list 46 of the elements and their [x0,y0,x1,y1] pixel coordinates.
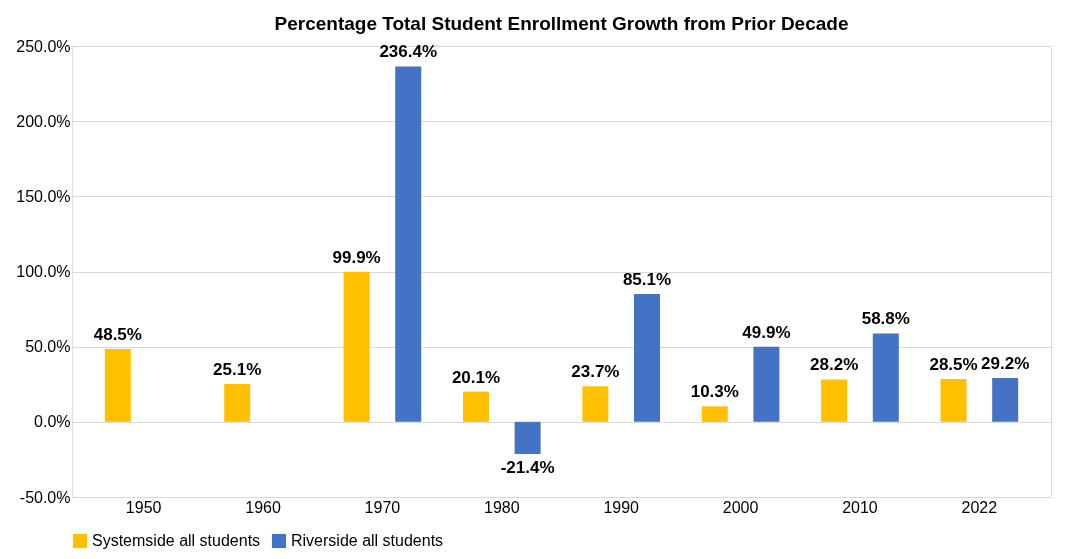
data-label: 20.1% [451,367,501,387]
data-label: 236.4% [379,42,438,62]
x-tick-label: 2000 [722,498,759,516]
data-label: 49.9% [742,322,791,342]
data-label: 29.2% [981,353,1030,373]
data-label: 48.5% [93,324,142,344]
legend-label: Riverside all students [291,532,444,549]
y-tick-label: 200.0% [16,112,71,130]
bar [462,391,489,422]
bar [634,293,661,422]
chart-title: Percentage Total Student Enrollment Growth from Prior Decade [274,13,849,34]
x-tick-label: 1990 [603,498,640,516]
x-tick-label: 1960 [245,498,281,516]
y-tick-label: 0.0% [34,413,71,431]
y-tick-label: -50.0% [19,488,71,506]
data-label: 23.7% [571,362,620,382]
bar [992,377,1019,422]
data-label: 10.3% [690,382,739,402]
data-label: 99.9% [332,247,381,267]
x-tick-label: 2010 [842,498,878,516]
x-tick-label: 2022 [961,498,998,516]
bar [514,421,541,454]
bar [395,66,422,422]
x-tick-label: 1970 [364,498,401,516]
bar [701,406,728,422]
bar [872,333,899,422]
data-label: 58.8% [861,309,910,329]
bar [753,346,780,422]
bar [821,379,848,422]
y-tick-label: 150.0% [16,187,71,205]
legend-label: Systemside all students [92,532,261,549]
x-tick-label: 1980 [484,498,520,516]
data-label: 85.1% [622,269,672,289]
bar [104,348,131,422]
data-label: 25.1% [213,360,262,380]
y-tick-label: 50.0% [25,338,71,356]
data-label: 28.5% [929,354,978,374]
bar [224,384,251,422]
data-label: -21.4% [500,458,555,477]
bar [582,386,609,422]
data-label: 28.2% [810,355,859,375]
y-tick-label: 100.0% [16,263,71,280]
bar [940,378,967,422]
bar [343,271,370,422]
y-tick-label: 250.0% [16,37,71,55]
x-tick-label: 1950 [125,498,162,516]
